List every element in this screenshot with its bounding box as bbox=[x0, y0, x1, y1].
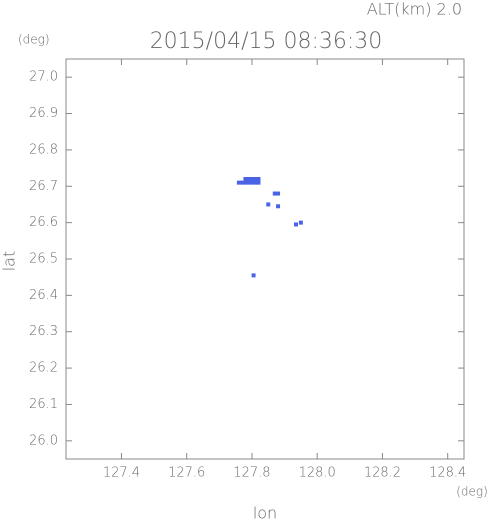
echo-point bbox=[298, 220, 303, 225]
echo-point bbox=[256, 177, 261, 181]
x-tick-label: 128.2 bbox=[364, 466, 401, 481]
x-tick-label: 127.8 bbox=[233, 466, 270, 481]
echo-point bbox=[276, 204, 281, 209]
plot-frame bbox=[65, 58, 465, 460]
echo-point bbox=[256, 180, 261, 185]
echo-point bbox=[251, 273, 256, 278]
echo-point bbox=[276, 191, 281, 196]
y-tick-label: 26.3 bbox=[29, 324, 58, 339]
echo-point bbox=[246, 180, 251, 185]
echo-point bbox=[266, 202, 271, 207]
y-tick-label: 26.6 bbox=[29, 215, 58, 230]
y-axis-label: lat bbox=[0, 251, 19, 272]
y-tick-label: 26.9 bbox=[29, 106, 58, 121]
x-tick-label: 127.4 bbox=[103, 466, 140, 481]
echo-point bbox=[243, 180, 248, 185]
altitude-label: ALT(km) 2.0 bbox=[367, 0, 462, 19]
x-unit: (deg) bbox=[456, 485, 488, 499]
echo-point bbox=[272, 191, 277, 196]
y-tick-label: 27.0 bbox=[29, 70, 58, 85]
y-tick-label: 26.7 bbox=[29, 179, 58, 194]
echo-point bbox=[293, 222, 298, 227]
echo-point bbox=[253, 177, 258, 181]
echo-point bbox=[236, 180, 241, 185]
echo-point bbox=[243, 177, 248, 181]
y-tick-label: 26.5 bbox=[29, 252, 58, 267]
x-tick-label: 128.4 bbox=[429, 466, 466, 481]
y-tick-label: 26.4 bbox=[29, 288, 58, 303]
echo-point bbox=[240, 180, 245, 185]
x-axis-label: lon bbox=[253, 504, 277, 522]
x-tick-label: 128.0 bbox=[299, 466, 336, 481]
x-tick-label: 127.6 bbox=[168, 466, 205, 481]
y-tick-label: 26.2 bbox=[29, 361, 58, 376]
y-unit: (deg) bbox=[18, 33, 50, 47]
echo-point bbox=[253, 180, 258, 185]
y-tick-label: 26.0 bbox=[29, 433, 58, 448]
echo-point bbox=[249, 180, 254, 185]
echo-point bbox=[246, 177, 251, 181]
y-tick-label: 26.1 bbox=[29, 397, 58, 412]
y-tick-label: 26.8 bbox=[29, 142, 58, 157]
chart-title: 2015/04/15 08:36:30 bbox=[150, 29, 383, 54]
echo-point bbox=[249, 177, 254, 181]
